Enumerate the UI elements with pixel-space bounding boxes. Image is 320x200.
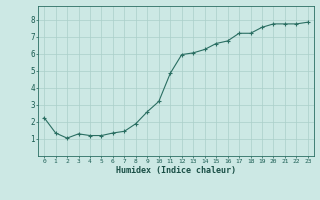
X-axis label: Humidex (Indice chaleur): Humidex (Indice chaleur): [116, 166, 236, 175]
